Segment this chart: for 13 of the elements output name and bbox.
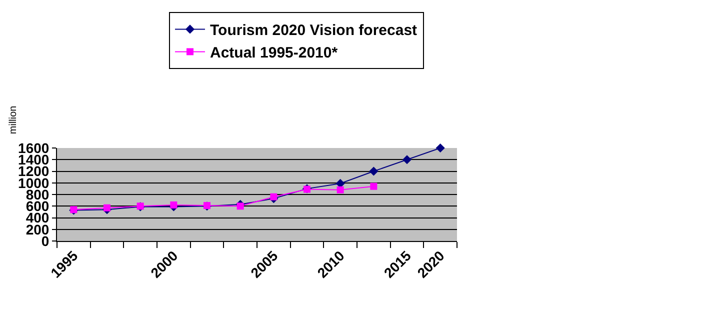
legend-label: Tourism 2020 Vision forecast xyxy=(210,22,418,40)
point xyxy=(270,193,278,200)
point xyxy=(402,155,412,164)
y-axis-title: million xyxy=(8,106,19,134)
point xyxy=(369,166,378,176)
y-tick-label: 1600 xyxy=(18,140,50,156)
point xyxy=(104,204,110,212)
legend-label: Actual 1995-2010* xyxy=(210,44,338,62)
point xyxy=(336,186,344,194)
point xyxy=(236,202,244,210)
point xyxy=(170,201,178,208)
point xyxy=(370,182,378,190)
point xyxy=(436,143,445,153)
